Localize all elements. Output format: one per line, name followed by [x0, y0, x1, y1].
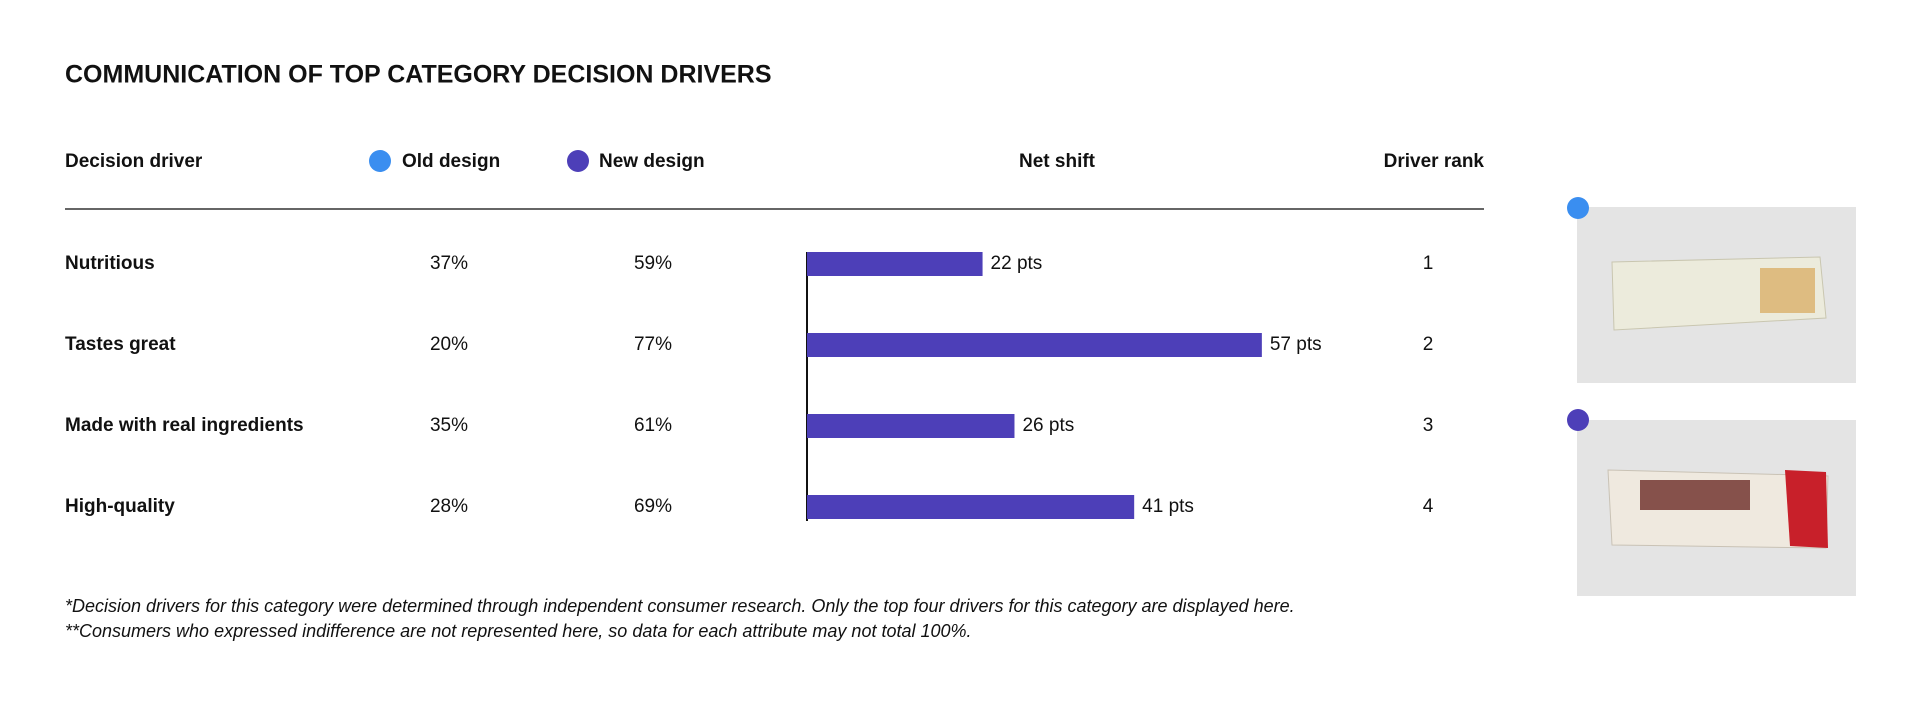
image-marker — [1567, 197, 1589, 219]
value-label: 22 pts — [991, 253, 1043, 274]
chart-title: COMMUNICATION OF TOP CATEGORY DECISION D… — [65, 61, 772, 89]
new-value: 69% — [634, 496, 672, 517]
bar — [807, 252, 983, 276]
product-art — [1760, 268, 1815, 313]
bar — [807, 333, 1262, 357]
value-label: 26 pts — [1022, 415, 1074, 436]
product-old — [1567, 197, 1856, 383]
rank: 2 — [1423, 334, 1434, 355]
bar — [807, 414, 1015, 438]
old-value: 37% — [430, 253, 468, 274]
value-label: 41 pts — [1142, 496, 1194, 517]
old-value: 28% — [430, 496, 468, 517]
new-value: 59% — [634, 253, 672, 274]
row-label: Made with real ingredients — [65, 415, 304, 436]
legend-swatch — [567, 150, 589, 172]
legend-label: New design — [599, 151, 705, 172]
image-marker — [1567, 409, 1589, 431]
bar — [807, 495, 1135, 519]
legend-swatch — [369, 150, 391, 172]
new-value: 77% — [634, 334, 672, 355]
column-header: Driver rank — [1384, 151, 1485, 172]
legend-label: Old design — [402, 151, 500, 172]
footnote: *Decision drivers for this category were… — [65, 596, 1295, 616]
rank: 1 — [1423, 253, 1434, 274]
rank: 4 — [1423, 496, 1434, 517]
product-new — [1567, 409, 1856, 596]
footnote: **Consumers who expressed indifference a… — [65, 621, 972, 641]
value-label: 57 pts — [1270, 334, 1322, 355]
row-label: High-quality — [65, 496, 175, 517]
row-label: Nutritious — [65, 253, 155, 274]
row-label: Tastes great — [65, 334, 176, 355]
new-value: 61% — [634, 415, 672, 436]
old-value: 35% — [430, 415, 468, 436]
column-header: Decision driver — [65, 151, 203, 172]
column-header: Net shift — [1019, 151, 1096, 172]
old-value: 20% — [430, 334, 468, 355]
product-art — [1640, 480, 1750, 510]
rank: 3 — [1423, 415, 1434, 436]
product-art — [1785, 470, 1828, 548]
